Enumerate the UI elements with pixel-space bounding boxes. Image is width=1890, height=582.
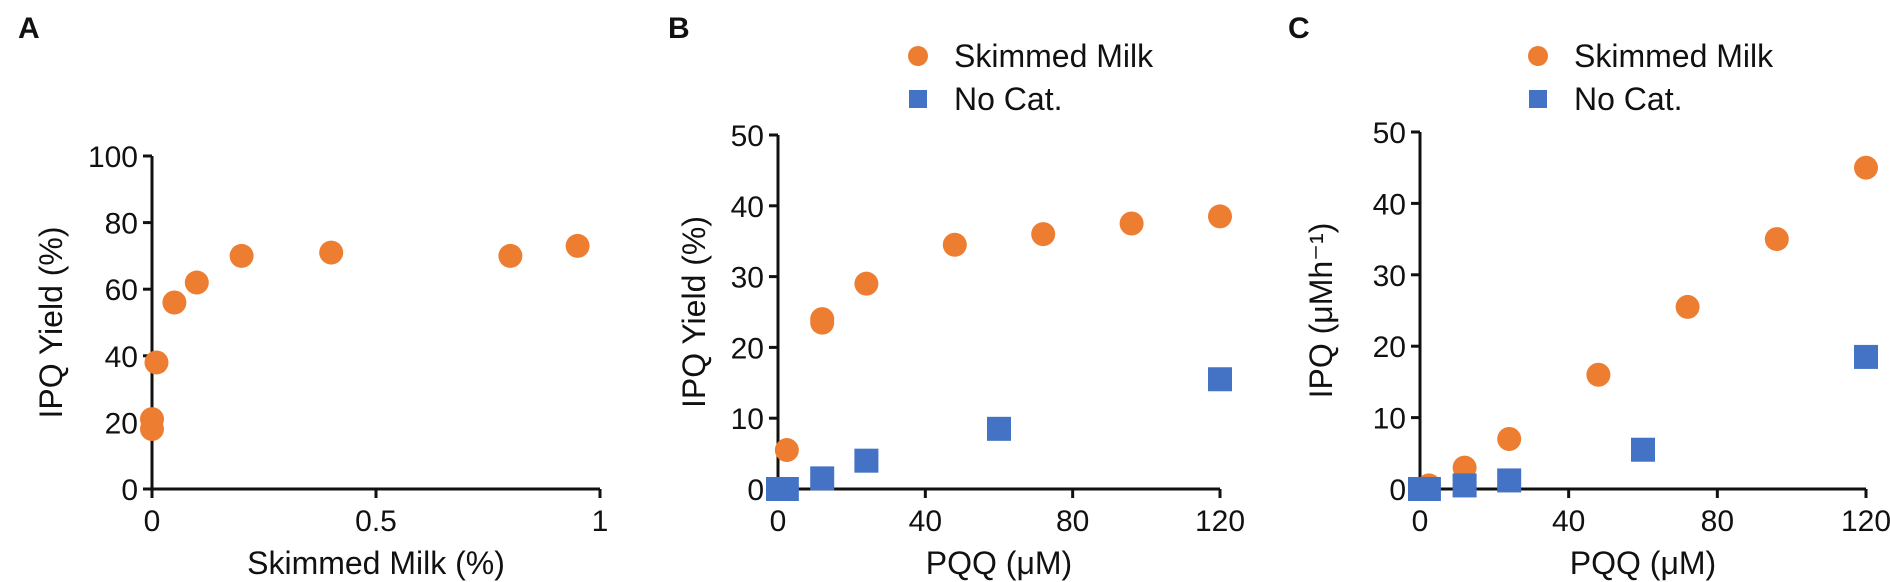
data-point-skimmed-milk: [319, 240, 344, 265]
y-tick-label: 30: [731, 262, 764, 295]
y-axis-label: IPQ Yield (%): [676, 216, 712, 408]
x-tick-label: 1: [592, 505, 609, 538]
data-point-skimmed-milk: [1764, 227, 1789, 252]
legend: Skimmed Milk No Cat.: [1528, 38, 1774, 117]
legend-label: No Cat.: [1574, 81, 1682, 117]
data-point-no-cat: [987, 416, 1011, 441]
x-tick-label: 80: [1701, 505, 1734, 538]
y-tick-label: 10: [1373, 403, 1406, 436]
y-tick-label: 100: [88, 141, 138, 174]
data-point-no-cat: [854, 448, 879, 473]
panel-letter: C: [1288, 12, 1310, 45]
data-point-no-cat: [774, 477, 799, 501]
x-tick-label: 120: [1195, 505, 1245, 538]
data-point-skimmed-milk: [1497, 427, 1522, 452]
y-tick-label: 40: [1373, 188, 1406, 221]
x-tick-label: 40: [909, 505, 942, 538]
panel-letter: A: [18, 12, 40, 45]
legend-label: Skimmed Milk: [1574, 38, 1774, 74]
legend-marker-square: [909, 90, 927, 108]
data-point-skimmed-milk: [942, 232, 967, 257]
data-point-no-cat: [810, 466, 835, 491]
data-point-skimmed-milk: [140, 407, 164, 432]
data-point-skimmed-milk: [184, 270, 209, 295]
chart-panel-b: B 0 10 20 30 40 50 0 40 80 120 PQQ (μM) IPQ Yield (%…: [668, 12, 1245, 581]
data-point-no-cat: [1854, 344, 1878, 369]
data-point-skimmed-milk: [144, 350, 169, 375]
x-axis-label: Skimmed Milk (%): [247, 545, 505, 581]
y-tick-label: 0: [1389, 474, 1406, 507]
x-tick-label: 120: [1841, 505, 1890, 538]
y-tick-label: 20: [105, 407, 138, 440]
data-point-skimmed-milk: [1119, 211, 1144, 236]
y-tick-label: 0: [121, 474, 138, 507]
data-point-skimmed-milk: [854, 271, 879, 296]
y-tick-label: 20: [731, 332, 764, 365]
x-tick-label: 0: [770, 505, 787, 538]
x-tick-label: 0: [144, 505, 161, 538]
x-tick-label: 0: [1412, 505, 1429, 538]
data-point-no-cat: [1452, 473, 1477, 498]
y-tick-label: 50: [731, 120, 764, 153]
data-point-skimmed-milk: [774, 438, 799, 463]
y-tick-label: 20: [1373, 331, 1406, 364]
y-tick-label: 40: [731, 191, 764, 224]
x-axis-label: PQQ (μM): [926, 545, 1072, 581]
legend-marker-circle: [908, 46, 928, 66]
data-point-skimmed-milk: [1675, 294, 1700, 319]
data-point-skimmed-milk: [162, 290, 187, 315]
legend-label: Skimmed Milk: [954, 38, 1154, 74]
legend: Skimmed Milk No Cat.: [908, 38, 1154, 117]
data-point-no-cat: [1497, 468, 1522, 493]
data-point-skimmed-milk: [1208, 204, 1232, 229]
x-tick-label: 40: [1552, 505, 1585, 538]
x-tick-label: 0.5: [355, 505, 397, 538]
data-point-skimmed-milk: [498, 243, 523, 268]
y-tick-label: 80: [105, 208, 138, 241]
data-point-no-cat: [1631, 437, 1655, 462]
chart-panel-c: C 0 10 20 30 40 50 0 40 80 120 PQQ (μM) IPQ (μMh⁻¹) S…: [1288, 12, 1890, 581]
legend-marker-square: [1529, 90, 1547, 108]
data-point-skimmed-milk: [1031, 222, 1056, 247]
data-point-no-cat: [1208, 367, 1232, 392]
y-tick-label: 30: [1373, 260, 1406, 293]
y-tick-label: 60: [105, 274, 138, 307]
y-axis-label: IPQ Yield (%): [33, 226, 69, 418]
data-point-skimmed-milk: [1854, 155, 1878, 180]
data-point-skimmed-milk: [565, 233, 590, 258]
legend-marker-circle: [1528, 46, 1548, 66]
x-tick-label: 80: [1056, 505, 1089, 538]
data-point-no-cat: [1416, 477, 1441, 501]
y-axis-label: IPQ (μMh⁻¹): [1303, 223, 1339, 399]
data-point-skimmed-milk: [810, 307, 835, 332]
y-tick-label: 0: [747, 474, 764, 507]
legend-label: No Cat.: [954, 81, 1062, 117]
x-axis-label: PQQ (μM): [1570, 545, 1716, 581]
y-tick-label: 10: [731, 403, 764, 436]
chart-panel-a: A 0 20 40 60 80 100 0 0.5 1 Skimmed Milk (%) IPQ Yi…: [18, 12, 608, 581]
y-tick-label: 40: [105, 341, 138, 374]
y-tick-label: 50: [1373, 117, 1406, 150]
data-point-skimmed-milk: [229, 243, 254, 268]
data-point-skimmed-milk: [1586, 362, 1611, 387]
panel-letter: B: [668, 12, 690, 45]
